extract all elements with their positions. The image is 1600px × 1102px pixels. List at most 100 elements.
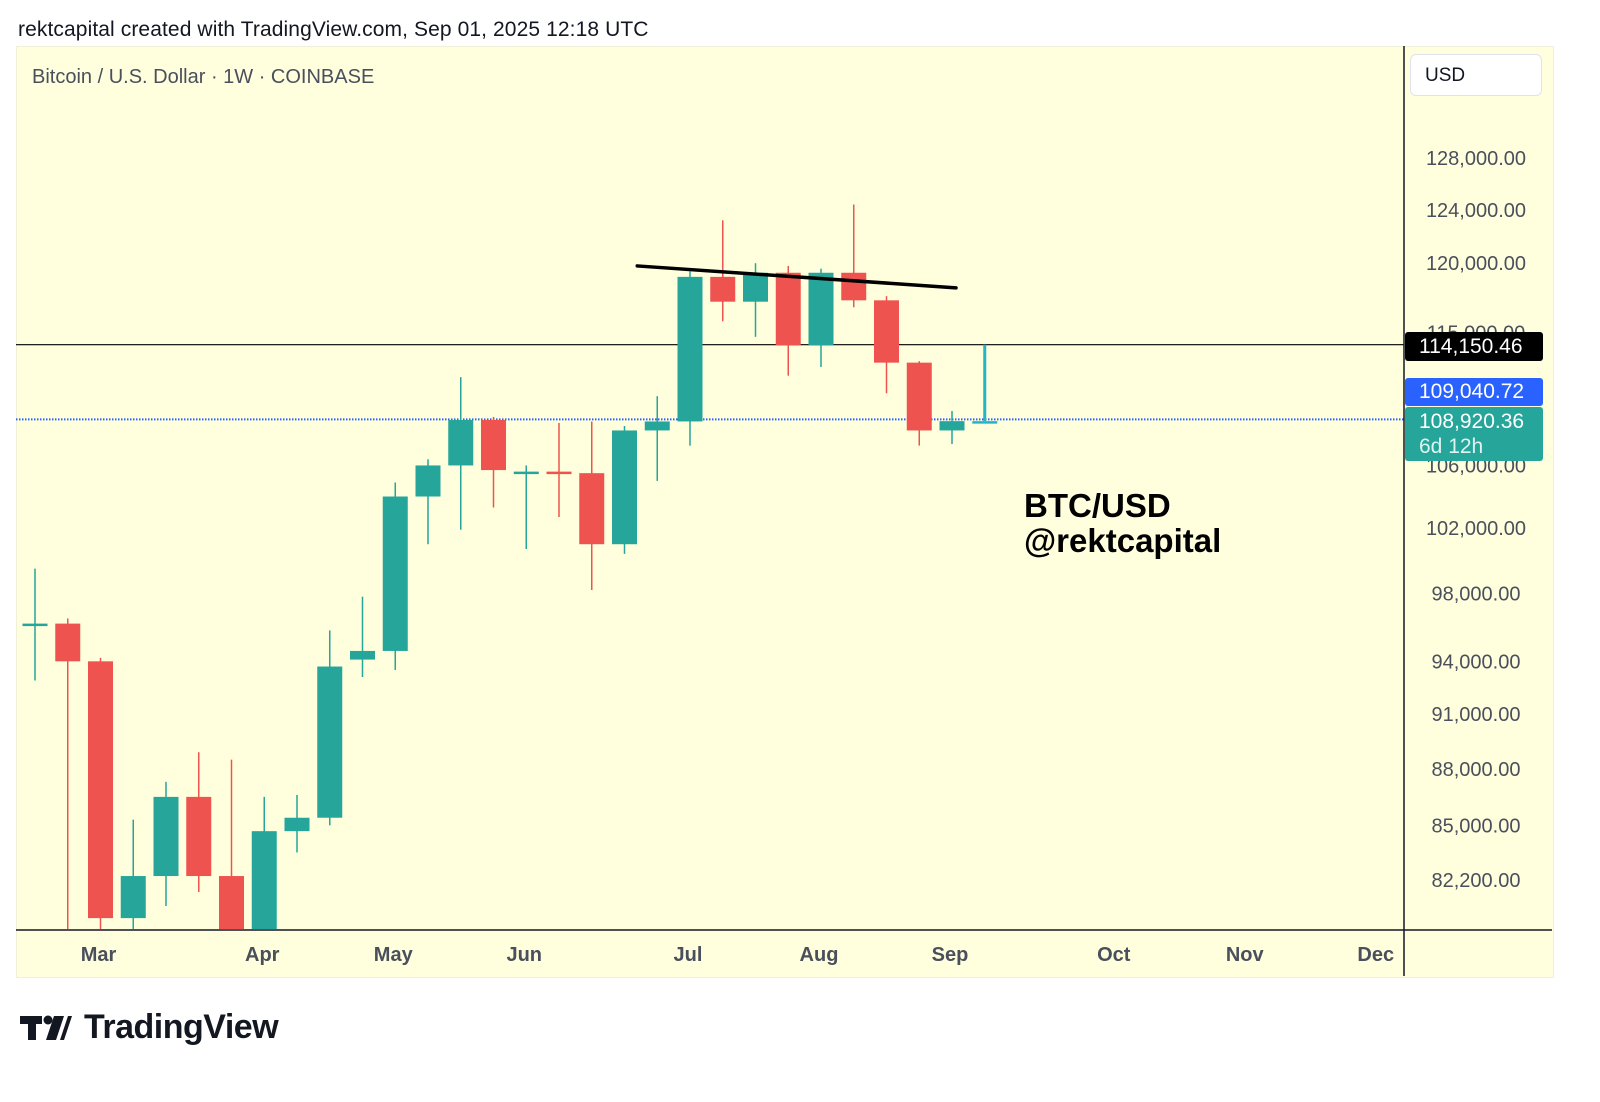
- candle-body: [874, 300, 899, 363]
- tradingview-branding[interactable]: TradingView: [20, 1008, 279, 1047]
- candle[interactable]: [415, 459, 441, 545]
- price-tick-label: 102,000.00: [1426, 518, 1526, 540]
- time-tick-label: Apr: [245, 944, 280, 966]
- candles-layer: [22, 204, 998, 929]
- last-price-value: 108,920.36: [1419, 410, 1525, 433]
- currency-button[interactable]: USD: [1410, 54, 1542, 96]
- candle[interactable]: [775, 265, 801, 376]
- time-tick-label: Sep: [932, 944, 969, 966]
- price-tick-label: 98,000.00: [1432, 583, 1521, 605]
- bar-countdown: 6d 12h: [1419, 435, 1484, 458]
- candle-body: [841, 272, 867, 301]
- last-price-tag: 108,920.36 6d 12h: [1405, 407, 1543, 461]
- candle[interactable]: [22, 568, 48, 681]
- candle[interactable]: [481, 416, 506, 508]
- time-tick-label: Mar: [81, 944, 117, 966]
- candle[interactable]: [251, 796, 277, 929]
- candle[interactable]: [546, 422, 572, 518]
- candle-body: [251, 831, 277, 929]
- time-tick-label: Aug: [800, 944, 839, 966]
- candle-body: [710, 276, 736, 302]
- time-tick-label: May: [374, 944, 414, 966]
- candle[interactable]: [317, 630, 343, 826]
- candle-body: [284, 817, 310, 832]
- candle[interactable]: [644, 396, 670, 481]
- candle[interactable]: [350, 596, 375, 678]
- horizontal-lines-layer: [16, 344, 1404, 421]
- candle[interactable]: [906, 361, 932, 446]
- time-tick-label: Dec: [1357, 944, 1394, 966]
- price-tick-label: 124,000.00: [1426, 200, 1526, 222]
- candle[interactable]: [120, 819, 146, 929]
- candle[interactable]: [153, 781, 179, 906]
- candle-body: [939, 421, 965, 431]
- chart-credit: rektcapital created with TradingView.com…: [18, 18, 649, 41]
- candle-body: [88, 661, 113, 919]
- candle-body: [350, 650, 375, 660]
- price-tick-label: 94,000.00: [1432, 651, 1521, 673]
- candle-body: [972, 421, 998, 424]
- candle[interactable]: [939, 411, 965, 445]
- candle-body: [644, 421, 670, 431]
- trendline-layer: [635, 264, 958, 290]
- candle-body: [448, 419, 474, 466]
- axes-layer: [16, 46, 1552, 976]
- candle[interactable]: [219, 759, 244, 929]
- candle-body: [481, 419, 506, 471]
- candle-body: [513, 471, 539, 475]
- price-tick-label: 91,000.00: [1432, 704, 1521, 726]
- candle-body: [219, 876, 244, 929]
- time-axis-labels: Mar Apr May Jun Jul Aug Sep Oct Nov Dec: [81, 944, 1394, 966]
- candle-body: [612, 430, 637, 545]
- price-tick-label: 120,000.00: [1426, 253, 1526, 275]
- price-axis-labels: 128,000.00124,000.00120,000.00115,000.00…: [1426, 148, 1526, 892]
- chart-annotation: BTC/USD @rektcapital: [1024, 488, 1221, 558]
- candle[interactable]: [88, 657, 113, 929]
- candle[interactable]: [710, 220, 736, 322]
- trendline[interactable]: [635, 264, 958, 290]
- time-tick-label: Nov: [1226, 944, 1265, 966]
- time-tick-label: Jun: [506, 944, 542, 966]
- candle-body: [120, 876, 146, 919]
- candle[interactable]: [382, 482, 408, 671]
- candle-body: [808, 272, 834, 346]
- time-tick-label: Jul: [674, 944, 703, 966]
- candle-body: [382, 496, 408, 651]
- candle-body: [153, 796, 179, 877]
- tradingview-logo-icon: [20, 1015, 72, 1040]
- symbol-title: Bitcoin / U.S. Dollar · 1W · COINBASE: [32, 66, 375, 88]
- blue-price-tag: 109,040.72: [1405, 378, 1543, 406]
- candle[interactable]: [612, 425, 637, 554]
- candle[interactable]: [677, 271, 703, 446]
- candle-body: [186, 796, 212, 877]
- candle[interactable]: [448, 377, 474, 530]
- candle-body: [579, 473, 605, 545]
- candle-body: [775, 272, 801, 346]
- candle[interactable]: [186, 752, 212, 892]
- candle-body: [906, 362, 932, 431]
- candle-body: [55, 623, 81, 662]
- price-tick-label: 82,200.00: [1432, 870, 1521, 892]
- candle[interactable]: [55, 618, 81, 929]
- current-price-tag: 114,150.46: [1405, 332, 1543, 361]
- candle-body: [743, 272, 768, 302]
- candle-body: [415, 465, 441, 497]
- price-tick-label: 128,000.00: [1426, 148, 1526, 170]
- candle[interactable]: [579, 421, 605, 591]
- price-tick-label: 85,000.00: [1432, 815, 1521, 837]
- candle[interactable]: [874, 296, 899, 394]
- candle-body: [677, 276, 703, 422]
- candle[interactable]: [841, 204, 867, 308]
- annotation-line-2: @rektcapital: [1024, 522, 1222, 559]
- candle[interactable]: [743, 263, 768, 337]
- candle[interactable]: [972, 344, 998, 424]
- candle[interactable]: [513, 465, 539, 550]
- candle[interactable]: [284, 794, 310, 853]
- time-tick-label: Oct: [1097, 944, 1131, 966]
- candle-body: [546, 471, 572, 475]
- candle[interactable]: [808, 268, 834, 367]
- annotation-line-1: BTC/USD: [1024, 487, 1171, 524]
- chart-panel[interactable]: [16, 46, 1554, 978]
- candle-body: [22, 623, 48, 627]
